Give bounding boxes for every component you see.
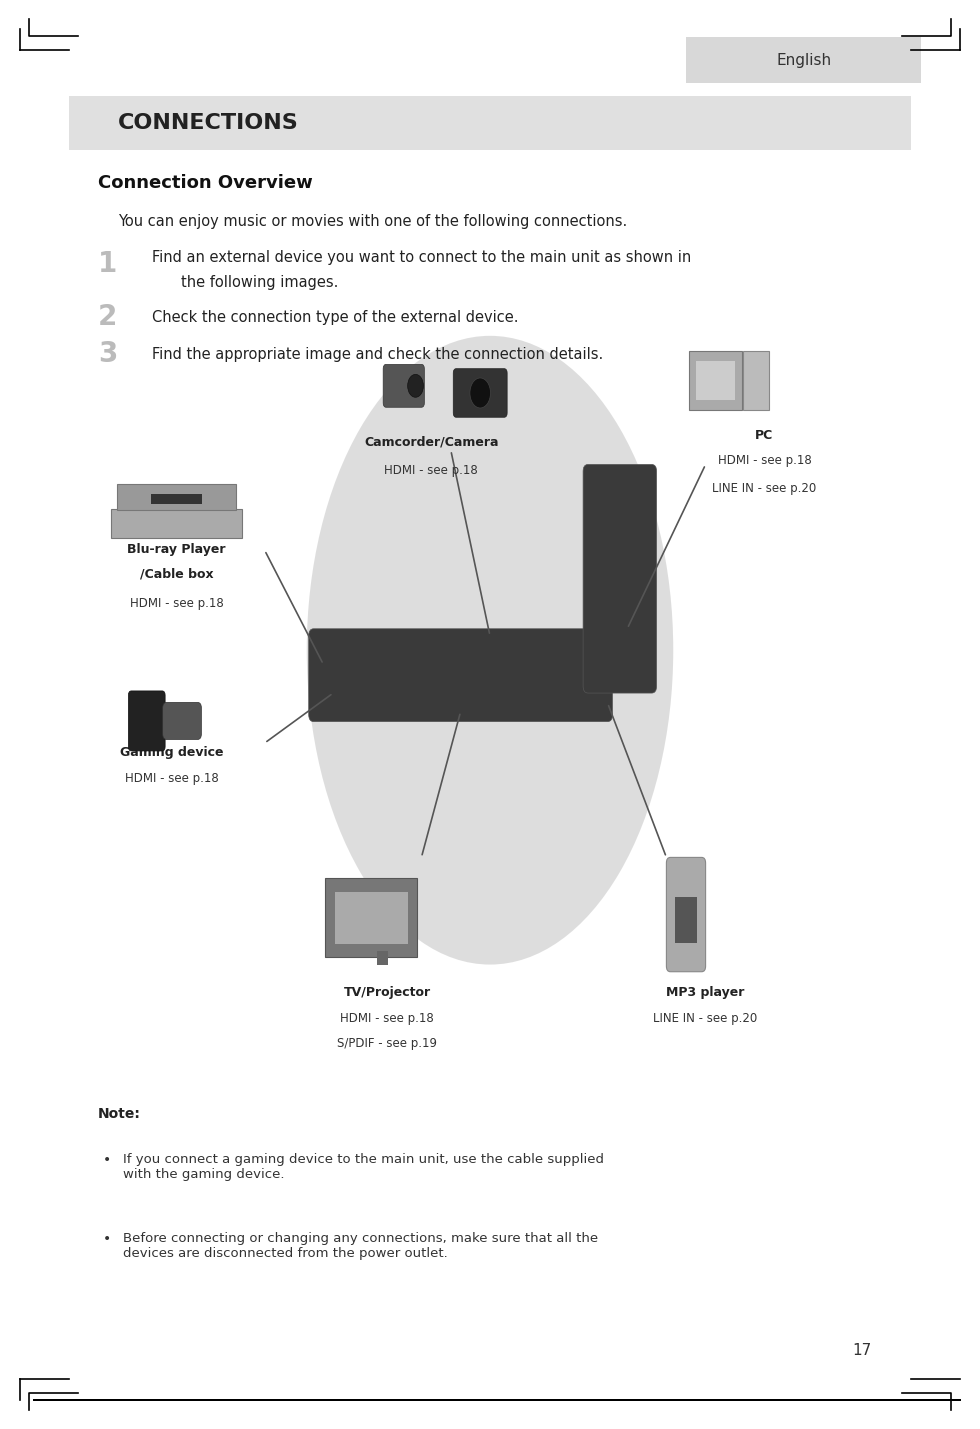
Text: /Cable box: /Cable box bbox=[139, 567, 214, 580]
Text: Note:: Note: bbox=[98, 1107, 141, 1122]
Text: the following images.: the following images. bbox=[181, 276, 339, 290]
Text: TV/Projector: TV/Projector bbox=[344, 986, 430, 999]
Text: 1: 1 bbox=[98, 250, 118, 279]
FancyBboxPatch shape bbox=[453, 369, 508, 417]
Text: 17: 17 bbox=[853, 1343, 872, 1358]
Text: PC: PC bbox=[756, 429, 773, 442]
FancyBboxPatch shape bbox=[583, 464, 657, 693]
Text: 3: 3 bbox=[98, 340, 118, 369]
Text: Before connecting or changing any connections, make sure that all the
devices ar: Before connecting or changing any connec… bbox=[122, 1232, 598, 1260]
Text: LINE IN - see p.20: LINE IN - see p.20 bbox=[712, 482, 816, 494]
Circle shape bbox=[470, 379, 491, 409]
Text: 2: 2 bbox=[98, 303, 118, 332]
Text: HDMI - see p.18: HDMI - see p.18 bbox=[717, 454, 811, 467]
FancyBboxPatch shape bbox=[335, 892, 408, 943]
Text: HDMI - see p.18: HDMI - see p.18 bbox=[384, 464, 478, 477]
Text: HDMI - see p.18: HDMI - see p.18 bbox=[340, 1012, 434, 1025]
Ellipse shape bbox=[307, 336, 673, 965]
FancyBboxPatch shape bbox=[689, 352, 742, 410]
Text: S/PDIF - see p.19: S/PDIF - see p.19 bbox=[337, 1037, 437, 1050]
FancyBboxPatch shape bbox=[309, 629, 612, 722]
FancyBboxPatch shape bbox=[111, 509, 242, 537]
Text: LINE IN - see p.20: LINE IN - see p.20 bbox=[654, 1012, 758, 1025]
Text: HDMI - see p.18: HDMI - see p.18 bbox=[129, 597, 223, 610]
FancyBboxPatch shape bbox=[666, 857, 706, 972]
FancyBboxPatch shape bbox=[696, 362, 735, 400]
FancyBboxPatch shape bbox=[69, 96, 911, 150]
Text: HDMI - see p.18: HDMI - see p.18 bbox=[124, 772, 219, 785]
FancyBboxPatch shape bbox=[325, 877, 417, 957]
Text: Find the appropriate image and check the connection details.: Find the appropriate image and check the… bbox=[152, 347, 603, 362]
Text: English: English bbox=[776, 53, 831, 67]
FancyBboxPatch shape bbox=[675, 897, 697, 943]
Text: Check the connection type of the external device.: Check the connection type of the externa… bbox=[152, 310, 518, 324]
FancyBboxPatch shape bbox=[163, 703, 202, 740]
Text: Find an external device you want to connect to the main unit as shown in: Find an external device you want to conn… bbox=[152, 250, 691, 264]
Text: If you connect a gaming device to the main unit, use the cable supplied
with the: If you connect a gaming device to the ma… bbox=[122, 1153, 604, 1182]
Text: MP3 player: MP3 player bbox=[666, 986, 745, 999]
Text: •: • bbox=[103, 1232, 111, 1246]
Text: Connection Overview: Connection Overview bbox=[98, 174, 313, 191]
Text: You can enjoy music or movies with one of the following connections.: You can enjoy music or movies with one o… bbox=[118, 214, 627, 229]
Text: CONNECTIONS: CONNECTIONS bbox=[118, 113, 298, 133]
FancyBboxPatch shape bbox=[151, 494, 202, 503]
Text: Gaming device: Gaming device bbox=[120, 746, 223, 759]
Circle shape bbox=[408, 374, 423, 397]
Text: Camcorder/Camera: Camcorder/Camera bbox=[364, 436, 499, 449]
FancyBboxPatch shape bbox=[128, 692, 165, 752]
FancyBboxPatch shape bbox=[383, 364, 424, 407]
FancyBboxPatch shape bbox=[118, 484, 235, 510]
Text: Blu-ray Player: Blu-ray Player bbox=[127, 543, 225, 556]
FancyBboxPatch shape bbox=[743, 352, 768, 410]
FancyBboxPatch shape bbox=[686, 37, 921, 83]
FancyBboxPatch shape bbox=[376, 950, 388, 965]
Text: •: • bbox=[103, 1153, 111, 1167]
